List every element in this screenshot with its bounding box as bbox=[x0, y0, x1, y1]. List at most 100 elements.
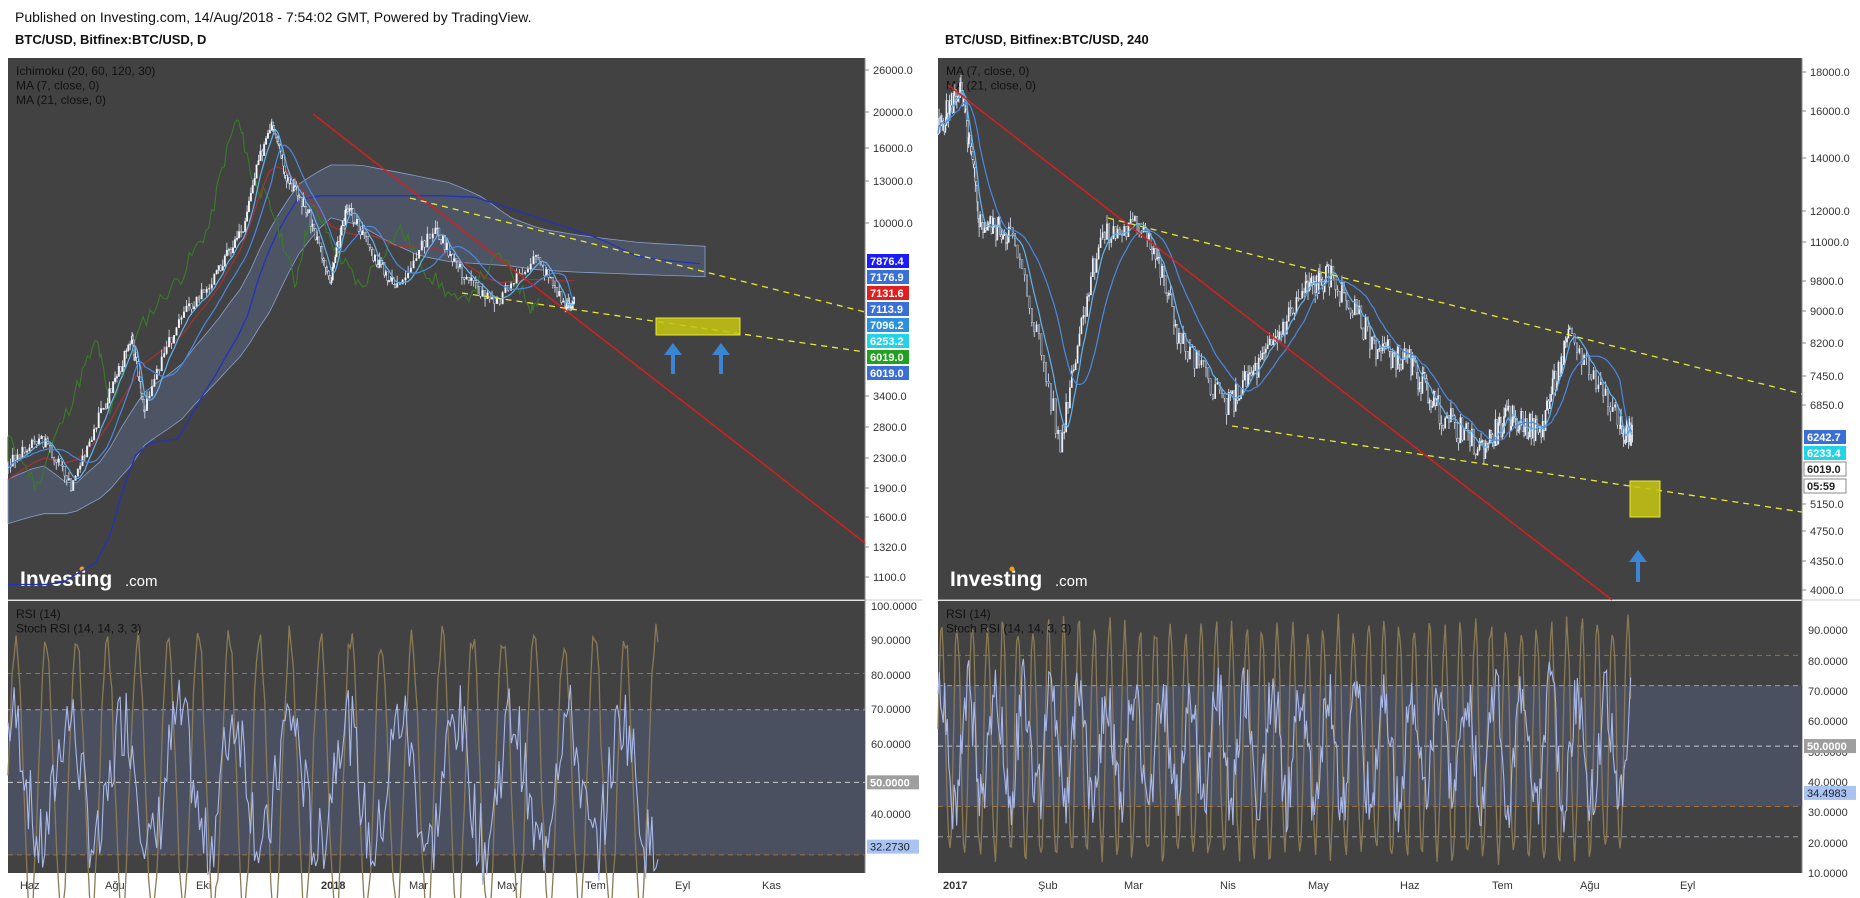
sub-indicator-label: Stoch RSI (14, 14, 3, 3) bbox=[16, 622, 141, 636]
candle-body bbox=[1225, 398, 1228, 415]
candle-body bbox=[1299, 297, 1302, 300]
ma-21-line bbox=[7, 144, 575, 468]
candle-body bbox=[966, 120, 969, 145]
candle-body bbox=[1554, 370, 1557, 391]
candle-body bbox=[366, 236, 369, 245]
candle-body bbox=[365, 232, 368, 237]
rsi-tick-label: 10.0000 bbox=[1808, 868, 1848, 880]
candle-body bbox=[1504, 408, 1507, 417]
candle-body bbox=[255, 164, 258, 179]
x-tick-label: Kas bbox=[762, 880, 781, 892]
candle-body bbox=[459, 263, 461, 268]
rsi-tick-label: 60.0000 bbox=[1808, 716, 1848, 728]
candle-body bbox=[28, 447, 31, 452]
candle-body bbox=[438, 227, 441, 240]
x-tick-label: 2017 bbox=[943, 880, 967, 892]
candle-body bbox=[937, 133, 939, 135]
candle-body bbox=[443, 234, 446, 250]
candle-body bbox=[48, 443, 51, 446]
price-label: 6253.2 bbox=[870, 336, 904, 348]
candle-body bbox=[1373, 336, 1375, 341]
candle-body bbox=[1023, 268, 1026, 276]
candle-body bbox=[457, 260, 460, 268]
candle-body bbox=[1091, 258, 1094, 277]
y-tick-label: 6850.0 bbox=[1810, 400, 1844, 412]
candle-body bbox=[215, 270, 218, 275]
candle-body bbox=[104, 408, 107, 410]
candle-body bbox=[173, 335, 175, 344]
candle-body bbox=[61, 464, 64, 467]
candle-body bbox=[11, 454, 14, 467]
candle-body bbox=[129, 343, 132, 346]
candle-body bbox=[168, 337, 171, 348]
candle-body bbox=[1050, 383, 1052, 411]
tenkan-line bbox=[7, 165, 575, 480]
candle-body bbox=[1265, 348, 1267, 353]
candle-body bbox=[1304, 281, 1307, 294]
candle-body bbox=[361, 228, 364, 236]
candle-body bbox=[1544, 410, 1547, 431]
rsi-tick-label: 30.0000 bbox=[1808, 807, 1848, 819]
candle-body bbox=[983, 227, 986, 233]
y-tick-label: 3400.0 bbox=[873, 391, 907, 403]
candle-body bbox=[479, 285, 482, 297]
x-tick-label: May bbox=[1308, 880, 1329, 892]
time-axis bbox=[8, 873, 865, 895]
candle-body bbox=[1467, 423, 1469, 431]
candle-body bbox=[1272, 340, 1275, 346]
candle-body bbox=[1070, 370, 1073, 388]
candle-body bbox=[1378, 348, 1381, 350]
candle-body bbox=[93, 428, 96, 441]
candle-body bbox=[463, 277, 466, 280]
price-label-box bbox=[1804, 446, 1846, 460]
candle-body bbox=[339, 235, 342, 249]
candle-body bbox=[989, 216, 992, 225]
candle-body bbox=[1088, 294, 1090, 297]
candle-body bbox=[1403, 348, 1406, 360]
candle-body bbox=[1014, 233, 1016, 246]
candle-body bbox=[1353, 299, 1356, 316]
candle-body bbox=[65, 475, 68, 481]
candle-body bbox=[426, 233, 429, 248]
candle-body bbox=[996, 226, 999, 241]
price-label-box bbox=[867, 302, 909, 316]
candle-body bbox=[1009, 226, 1012, 229]
candle-body bbox=[407, 272, 410, 278]
candle-body bbox=[261, 150, 264, 156]
candle-body bbox=[1478, 442, 1481, 451]
candle-body bbox=[236, 237, 239, 240]
candle-body bbox=[282, 154, 285, 167]
candle-body bbox=[1238, 398, 1241, 401]
rsi-line bbox=[937, 658, 1632, 833]
candle-body bbox=[1168, 292, 1170, 296]
candle-body bbox=[474, 280, 477, 283]
candle-body bbox=[1161, 265, 1164, 278]
candle-body bbox=[965, 108, 968, 121]
candle-body bbox=[1383, 343, 1386, 347]
candle-body bbox=[1311, 276, 1314, 285]
candle-body bbox=[266, 132, 269, 139]
candle-body bbox=[153, 379, 156, 387]
candle-body bbox=[1179, 332, 1182, 344]
candle-body bbox=[976, 185, 979, 203]
candle-body bbox=[973, 163, 976, 168]
candle-body bbox=[562, 300, 565, 303]
candle-body bbox=[1609, 406, 1612, 412]
candle-body bbox=[547, 269, 550, 278]
y-tick-label: 18000.0 bbox=[1810, 67, 1850, 79]
candle-body bbox=[1257, 357, 1260, 378]
price-label: 7131.6 bbox=[870, 288, 904, 300]
candle-body bbox=[1005, 234, 1007, 244]
candle-body bbox=[1198, 350, 1200, 366]
candle-body bbox=[979, 214, 981, 228]
candle-body bbox=[340, 225, 343, 236]
x-tick-label: Eki bbox=[196, 880, 211, 892]
candle-body bbox=[1216, 382, 1219, 385]
candle-body bbox=[1002, 235, 1004, 240]
candle-body bbox=[1410, 349, 1412, 376]
candle-body bbox=[1536, 419, 1538, 425]
candle-body bbox=[970, 146, 973, 152]
candle-body bbox=[1480, 440, 1482, 443]
